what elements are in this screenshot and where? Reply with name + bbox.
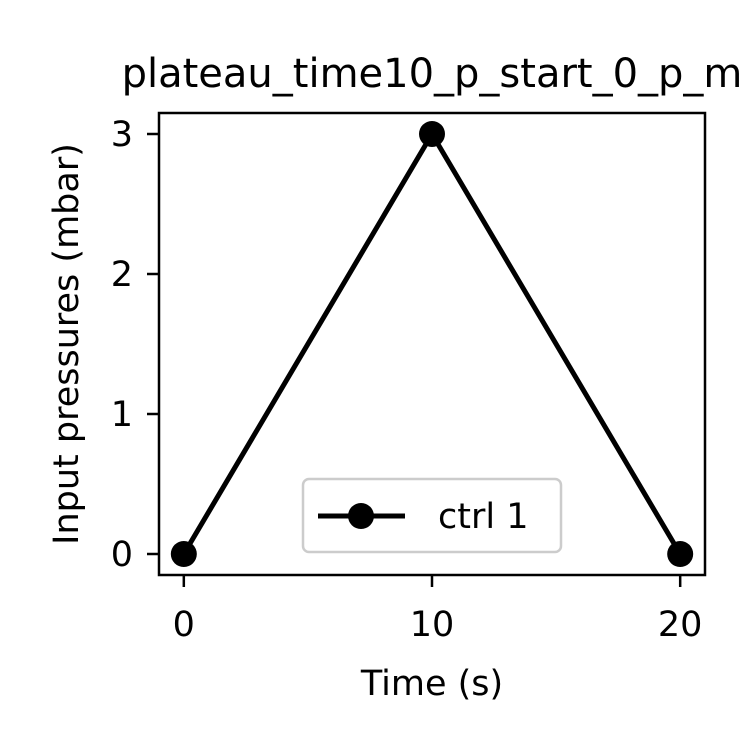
y-tick-label: 1 — [111, 395, 133, 435]
plot-area — [170, 121, 694, 567]
x-axis-label: Time (s) — [360, 664, 503, 704]
data-point — [419, 121, 445, 147]
data-point — [170, 541, 197, 567]
y-tick-label: 2 — [111, 255, 133, 295]
x-axis: 0 10 20 — [173, 575, 703, 645]
x-tick-label: 10 — [410, 605, 455, 645]
y-axis-label: Input pressures (mbar) — [47, 143, 87, 545]
x-tick-label: 20 — [658, 605, 703, 645]
data-point — [667, 541, 694, 567]
y-axis: 0 1 2 3 — [111, 115, 159, 575]
legend-marker-sample — [348, 503, 374, 529]
chart-title: plateau_time10_p_start_0_p_m — [122, 51, 743, 97]
legend: ctrl 1 — [301, 477, 563, 554]
x-tick-label: 0 — [173, 605, 195, 645]
legend-box — [301, 477, 563, 554]
y-tick-label: 0 — [111, 535, 133, 575]
legend-entry-label: ctrl 1 — [438, 497, 528, 537]
y-tick-label: 3 — [111, 115, 133, 155]
